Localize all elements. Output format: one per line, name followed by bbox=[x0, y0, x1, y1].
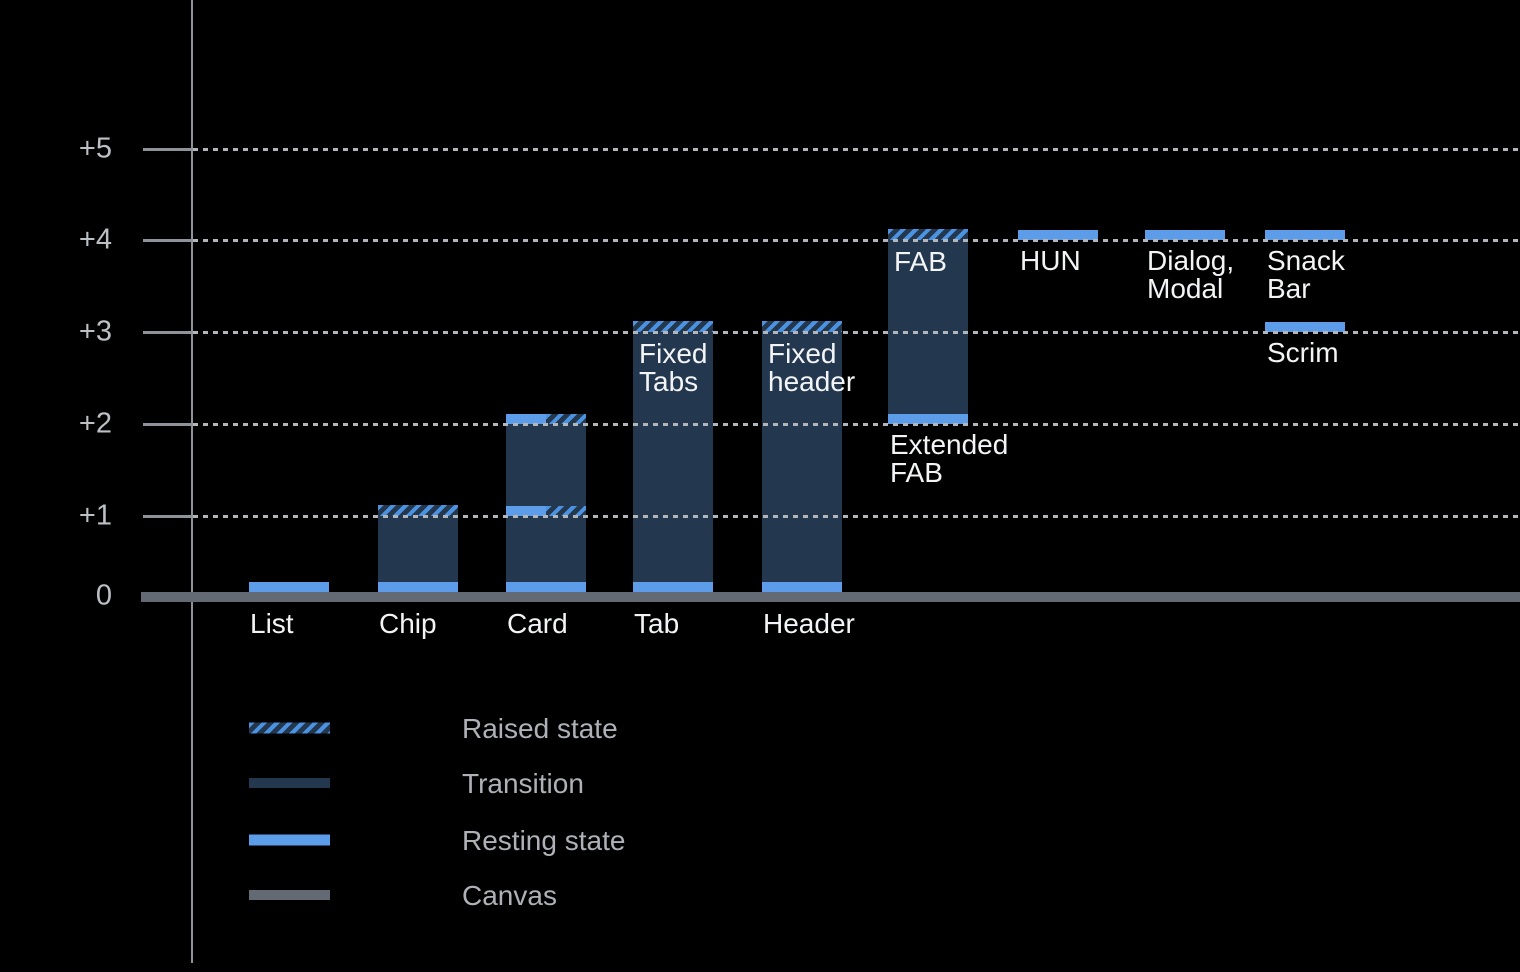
legend-swatch-raised bbox=[249, 722, 330, 734]
bar-scrim-resting-state bbox=[1265, 322, 1345, 332]
below-label-snack-bar: Snack Bar bbox=[1267, 245, 1345, 304]
bar-list-resting-state bbox=[249, 582, 329, 592]
below-label-scrim: Scrim bbox=[1267, 337, 1339, 368]
y-tick-label-plus4: +4 bbox=[78, 223, 112, 256]
gridline-plus1 bbox=[193, 515, 1520, 518]
y-tick-label-plus3: +3 bbox=[78, 315, 112, 348]
bar-chip-transition bbox=[378, 516, 458, 582]
below-label-hun: HUN bbox=[1020, 245, 1081, 276]
bar-label-extended-fab: FAB bbox=[894, 246, 947, 277]
resting-half bbox=[506, 506, 546, 516]
category-label-header: Header bbox=[763, 608, 855, 639]
gridline-plus4 bbox=[193, 239, 1520, 242]
bar-card-transition bbox=[506, 424, 586, 582]
gridline-plus3 bbox=[193, 331, 1520, 334]
legend-label-raised: Raised state bbox=[462, 713, 618, 744]
bar-extended-fab-transition bbox=[888, 240, 968, 414]
raised-half bbox=[546, 414, 586, 424]
below-label-dialog-modal: Dialog, Modal bbox=[1147, 245, 1235, 304]
y-axis-line bbox=[191, 0, 193, 963]
bar-header-transition bbox=[762, 332, 842, 582]
bar-hun-resting-state bbox=[1018, 230, 1098, 240]
resting-half bbox=[506, 414, 546, 424]
y-tick-plus1 bbox=[143, 515, 193, 518]
bar-tab-raised-state bbox=[633, 321, 713, 332]
y-tick-plus3 bbox=[143, 331, 193, 334]
bar-extended-fab-resting-state bbox=[888, 414, 968, 424]
bar-snack-bar-resting-state bbox=[1265, 230, 1345, 240]
bar-card-resting-state bbox=[506, 582, 586, 592]
bar-extended-fab-raised-state bbox=[888, 229, 968, 240]
y-tick-label-plus5: +5 bbox=[78, 132, 112, 165]
gridline-plus2 bbox=[193, 423, 1520, 426]
bar-dialog-modal-resting-state bbox=[1145, 230, 1225, 240]
legend-swatch-transition bbox=[249, 778, 330, 788]
bar-header-resting-state bbox=[762, 582, 842, 592]
y-tick-plus5 bbox=[143, 148, 193, 151]
legend-swatch-canvas bbox=[249, 890, 330, 900]
category-label-card: Card bbox=[507, 608, 568, 639]
below-label-extended-fab: Extended FAB bbox=[890, 429, 1009, 488]
bar-card-resting-raised-band bbox=[506, 414, 586, 424]
bar-tab-transition bbox=[633, 332, 713, 582]
canvas-baseline bbox=[141, 592, 1520, 602]
y-tick-label-0: 0 bbox=[95, 579, 112, 612]
legend-label-resting: Resting state bbox=[462, 825, 626, 856]
gridline-plus5 bbox=[193, 148, 1520, 151]
bar-card-resting-raised-band bbox=[506, 506, 586, 516]
bar-label-header: Fixed header bbox=[768, 338, 856, 397]
bar-label-tab: Fixed Tabs bbox=[639, 338, 708, 397]
legend-label-canvas: Canvas bbox=[462, 880, 557, 911]
bar-chip-raised-state bbox=[378, 505, 458, 516]
category-label-chip: Chip bbox=[379, 608, 437, 639]
y-tick-label-plus2: +2 bbox=[78, 407, 112, 440]
category-label-tab: Tab bbox=[634, 608, 680, 639]
raised-half bbox=[546, 506, 586, 516]
legend-swatch-resting bbox=[249, 834, 330, 846]
bar-header-raised-state bbox=[762, 321, 842, 332]
category-label-list: List bbox=[250, 608, 294, 639]
legend-label-transition: Transition bbox=[462, 768, 584, 799]
y-tick-plus2 bbox=[143, 423, 193, 426]
y-tick-label-plus1: +1 bbox=[78, 499, 112, 532]
bar-chip-resting-state bbox=[378, 582, 458, 592]
y-tick-plus4 bbox=[143, 239, 193, 242]
bar-tab-resting-state bbox=[633, 582, 713, 592]
